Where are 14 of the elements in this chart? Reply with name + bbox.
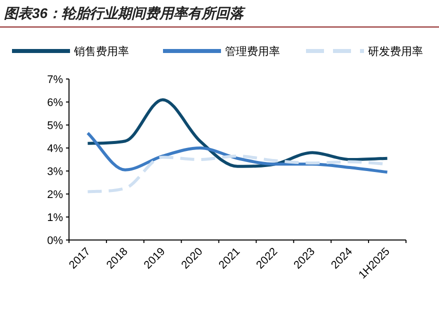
legend-label: 销售费用率 [73, 45, 129, 58]
line-series [86, 132, 389, 174]
y-tick-label: 7% [47, 74, 64, 86]
y-tick-label: 6% [47, 97, 64, 109]
y-tick-label: 0% [47, 235, 64, 247]
y-tick-label: 5% [47, 120, 64, 132]
legend-label: 研发费用率 [368, 45, 423, 58]
y-tick-label: 3% [47, 166, 64, 178]
legend-label: 管理费用率 [225, 45, 280, 58]
y-tick-label: 1% [47, 212, 64, 224]
y-tick-label: 4% [47, 143, 64, 155]
line-series [86, 98, 389, 168]
chart-title: 图表36：轮胎行业期间费用率有所回落 [4, 5, 247, 21]
y-tick-label: 2% [47, 189, 64, 201]
